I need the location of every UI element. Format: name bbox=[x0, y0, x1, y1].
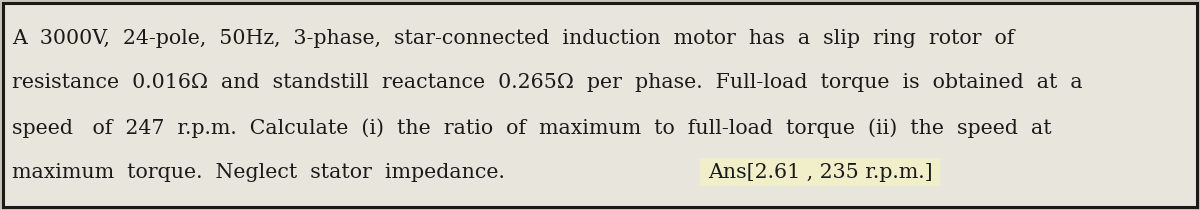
Text: maximum  torque.  Neglect  stator  impedance.: maximum torque. Neglect stator impedance… bbox=[12, 163, 505, 181]
Text: Ans[2.61 , 235 r.p.m.]: Ans[2.61 , 235 r.p.m.] bbox=[708, 163, 932, 181]
Bar bbox=[700, 158, 940, 186]
Text: resistance  0.016Ω  and  standstill  reactance  0.265Ω  per  phase.  Full-load  : resistance 0.016Ω and standstill reactan… bbox=[12, 74, 1082, 92]
Text: speed   of  247  r.p.m.  Calculate  (i)  the  ratio  of  maximum  to  full-load : speed of 247 r.p.m. Calculate (i) the ra… bbox=[12, 118, 1051, 138]
Text: A  3000V,  24-pole,  50Hz,  3-phase,  star-connected  induction  motor  has  a  : A 3000V, 24-pole, 50Hz, 3-phase, star-co… bbox=[12, 29, 1014, 47]
